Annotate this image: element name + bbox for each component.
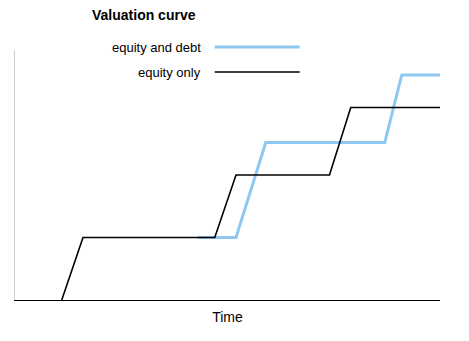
svg-text:equity and debt: equity and debt [112, 40, 201, 55]
svg-text:Time: Time [212, 309, 243, 325]
svg-text:Valuation curve: Valuation curve [92, 7, 196, 23]
svg-text:equity only: equity only [138, 65, 201, 80]
